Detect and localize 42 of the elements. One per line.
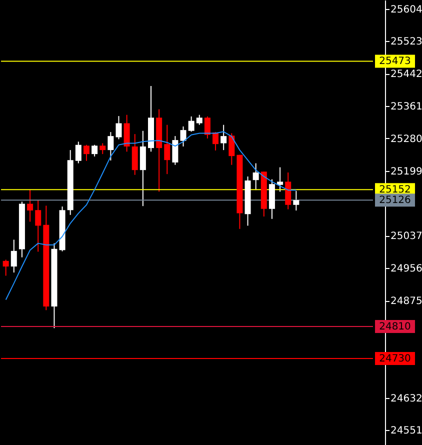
candlestick xyxy=(285,172,292,210)
candlestick xyxy=(10,239,17,274)
y-tick-label: 24875 xyxy=(390,296,422,308)
y-tick-label: 25523 xyxy=(390,36,422,48)
y-tick-label: 25442 xyxy=(390,69,422,80)
candlestick xyxy=(252,162,259,191)
y-tick-label: 24632 xyxy=(390,393,422,404)
y-tick-label: 24551 xyxy=(390,426,422,437)
candlestick xyxy=(27,189,34,222)
candlestick xyxy=(220,124,227,151)
candlestick xyxy=(124,114,130,152)
ref-line-label: 24810 xyxy=(379,322,411,333)
candlestick xyxy=(188,116,194,132)
candlestick xyxy=(2,259,9,276)
ref-line-label: 24730 xyxy=(379,354,411,365)
candlestick xyxy=(75,141,82,164)
candlestick xyxy=(116,116,122,140)
candlestick xyxy=(108,132,114,161)
ref-line-label: 25473 xyxy=(379,56,411,68)
candlestick xyxy=(132,134,138,176)
candlestick xyxy=(92,144,98,157)
candlestick xyxy=(212,132,219,151)
candlestick xyxy=(100,142,106,155)
ref-line-label: 25152 xyxy=(379,184,411,196)
candlestick xyxy=(180,126,186,147)
y-tick-label: 25361 xyxy=(390,102,422,113)
candlestick xyxy=(196,114,202,126)
candlestick xyxy=(204,116,210,139)
ref-line-label: 25126 xyxy=(379,195,411,206)
candlestick xyxy=(164,124,170,175)
candlestick xyxy=(35,200,42,252)
candlestick xyxy=(277,166,284,192)
candlestick xyxy=(140,130,146,207)
candlestick xyxy=(228,132,235,166)
y-tick-label: 24956 xyxy=(390,264,422,275)
candlestick xyxy=(83,144,90,162)
candlestick xyxy=(293,190,300,211)
y-tick-label: 25280 xyxy=(390,134,422,145)
candlestick xyxy=(172,136,178,166)
y-tick-label: 25604 xyxy=(390,4,422,16)
y-tick-label: 25037 xyxy=(390,231,422,242)
y-tick-label: 25199 xyxy=(390,166,422,178)
